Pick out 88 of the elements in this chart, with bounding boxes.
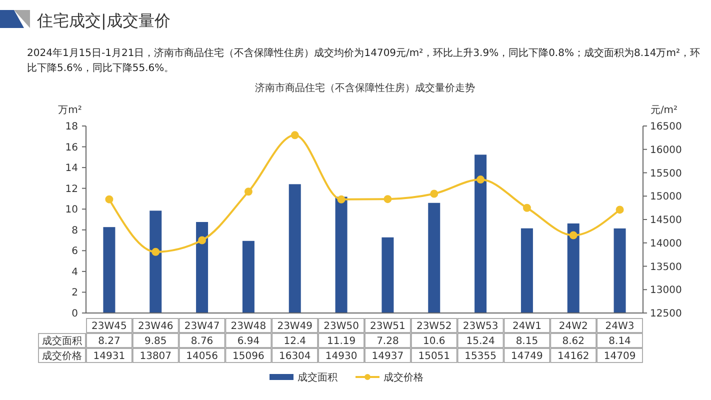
y-tick-label: 10 <box>65 204 78 216</box>
point <box>105 195 114 204</box>
data-label: 15355 <box>464 351 496 362</box>
data-label: 11.19 <box>326 336 356 347</box>
point <box>198 236 206 244</box>
point <box>337 195 346 204</box>
y2-tick-label: 14500 <box>650 215 682 226</box>
point <box>476 176 485 184</box>
text: 2024年1月15日-1月21日，济南市商品住宅（不含保障性住房）成交均价为14709元/m²，环比上升3.9%，同比下降0.8%；成交面积为8.14万m²，环比下降5.6%，同比下降55.6%。 <box>27 47 700 74</box>
x-tick-label: 24W1 <box>512 321 542 332</box>
data-label: 14056 <box>186 351 218 362</box>
y2-tick-label: 16500 <box>650 122 682 132</box>
data-label: 14937 <box>372 351 404 362</box>
y-tick-label: 14 <box>65 163 78 174</box>
y2-tick-label: 13500 <box>650 262 682 273</box>
x-tick-label: 23W51 <box>370 321 406 332</box>
data-label: 14709 <box>604 351 636 362</box>
data-label: 8.15 <box>516 336 538 347</box>
bar <box>288 184 301 313</box>
y-tick-label: 0 <box>72 308 78 320</box>
y-tick-label: 8 <box>72 225 78 236</box>
data-label: 9.85 <box>144 336 167 347</box>
data-label: 10.6 <box>422 336 446 347</box>
bar <box>614 228 626 313</box>
x-tick-label: 24W3 <box>605 321 634 332</box>
bar <box>242 240 254 313</box>
point <box>290 131 299 140</box>
data-label: 8.76 <box>190 336 214 347</box>
legend-label: 成交价格 <box>384 372 424 384</box>
x-tick-label: 23W49 <box>277 321 313 332</box>
x-tick-label: 23W50 <box>324 321 359 332</box>
data-label: 15051 <box>418 351 450 362</box>
y-tick-label: 16 <box>65 142 78 154</box>
bar <box>196 222 208 313</box>
bar <box>567 223 580 313</box>
legend-label: 成交面积 <box>298 372 338 384</box>
text: 成交面积 <box>42 336 82 347</box>
y2-axis-title: 元/m² <box>650 105 678 116</box>
data-label: 8.62 <box>562 336 585 347</box>
data-label: 8.14 <box>608 336 631 347</box>
x-tick-label: 23W53 <box>462 321 498 332</box>
data-label: 16304 <box>278 351 311 362</box>
text: 成交价格 <box>42 351 82 362</box>
y-tick-label: 4 <box>72 266 78 278</box>
point <box>244 188 252 196</box>
data-label: 15.24 <box>466 336 495 347</box>
y2-tick-label: 12500 <box>650 308 682 320</box>
data-label: 7.28 <box>376 336 399 347</box>
data-label: 14749 <box>511 351 543 362</box>
x-tick-label: 24W2 <box>558 321 588 332</box>
y-axis-title: 万m² <box>58 105 82 116</box>
chart-title: 济南市商品住宅（不含保障性住房）成交量价走势 <box>255 82 475 94</box>
y-tick-label: 18 <box>65 122 78 132</box>
x-tick-label: 23W46 <box>138 321 174 332</box>
data-label: 14930 <box>325 351 358 362</box>
data-label: 14931 <box>93 351 126 362</box>
text: 住宅成交|成交量价 <box>36 11 170 30</box>
y2-tick-label: 15000 <box>650 192 682 203</box>
bar <box>150 210 162 313</box>
bar <box>335 196 348 313</box>
data-label: 13807 <box>140 351 172 362</box>
point <box>569 231 578 240</box>
y2-tick-label: 14000 <box>650 238 682 250</box>
point <box>616 206 624 214</box>
data-label: 14162 <box>557 351 590 362</box>
bar <box>428 202 440 313</box>
y2-tick-label: 15500 <box>650 168 682 180</box>
data-label: 12.4 <box>284 336 306 347</box>
y-tick-label: 6 <box>72 246 78 258</box>
point <box>384 195 392 204</box>
bar <box>520 228 533 313</box>
y-tick-label: 12 <box>65 184 78 195</box>
x-tick-label: 23W48 <box>230 321 266 332</box>
bar <box>103 227 116 313</box>
y-tick-label: 2 <box>72 288 78 299</box>
data-label: 15096 <box>232 351 264 362</box>
x-tick-label: 23W52 <box>416 321 452 332</box>
data-label: 6.94 <box>237 336 260 347</box>
x-tick-label: 23W45 <box>92 321 127 332</box>
point <box>430 190 438 198</box>
y2-tick-label: 16000 <box>650 144 682 156</box>
x-tick-label: 23W47 <box>184 321 220 332</box>
point <box>522 204 531 212</box>
bar <box>474 154 487 313</box>
point <box>152 248 160 256</box>
bar <box>382 237 394 313</box>
y2-tick-label: 13000 <box>650 285 682 296</box>
data-label: 8.27 <box>98 336 120 347</box>
